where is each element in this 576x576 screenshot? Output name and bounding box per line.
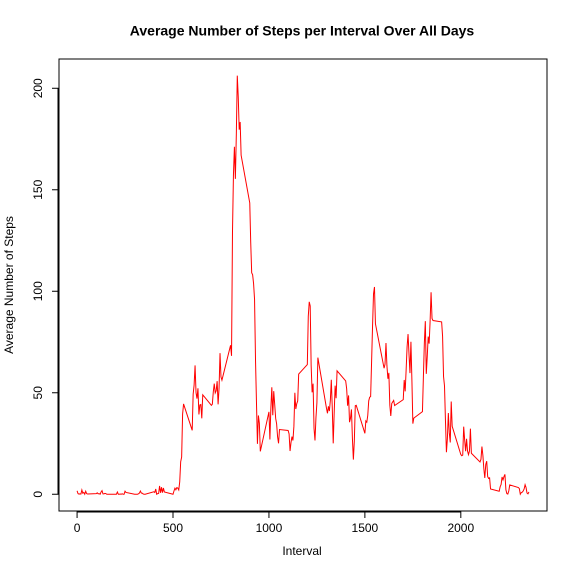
x-tick-label: 500 xyxy=(163,521,183,535)
x-tick-label: 0 xyxy=(74,521,81,535)
x-tick-label: 1500 xyxy=(352,521,379,535)
y-tick-label: 200 xyxy=(31,78,45,98)
y-tick-label: 100 xyxy=(31,281,45,301)
y-axis-label: Average Number of Steps xyxy=(2,216,16,354)
data-line xyxy=(76,75,530,496)
y-tick-label: 0 xyxy=(31,491,45,498)
chart-title: Average Number of Steps per Interval Ove… xyxy=(130,23,475,39)
x-axis-label: Interval xyxy=(282,544,321,558)
y-tick-label: 50 xyxy=(31,386,45,400)
y-tick-label: 150 xyxy=(31,179,45,199)
plot-box xyxy=(58,58,548,512)
x-tick-label: 1000 xyxy=(256,521,283,535)
x-tick-label: 2000 xyxy=(447,521,474,535)
